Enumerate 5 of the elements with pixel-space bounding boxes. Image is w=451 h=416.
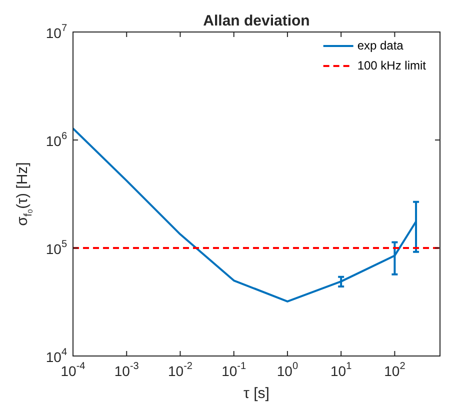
legend-label: exp data (357, 38, 404, 52)
y-axis-title: σf₀(τ) [Hz] (14, 162, 34, 226)
legend-label: 100 kHz limit (357, 58, 427, 72)
x-axis-title: τ [s] (244, 385, 270, 402)
chart-title: Allan deviation (203, 12, 310, 30)
